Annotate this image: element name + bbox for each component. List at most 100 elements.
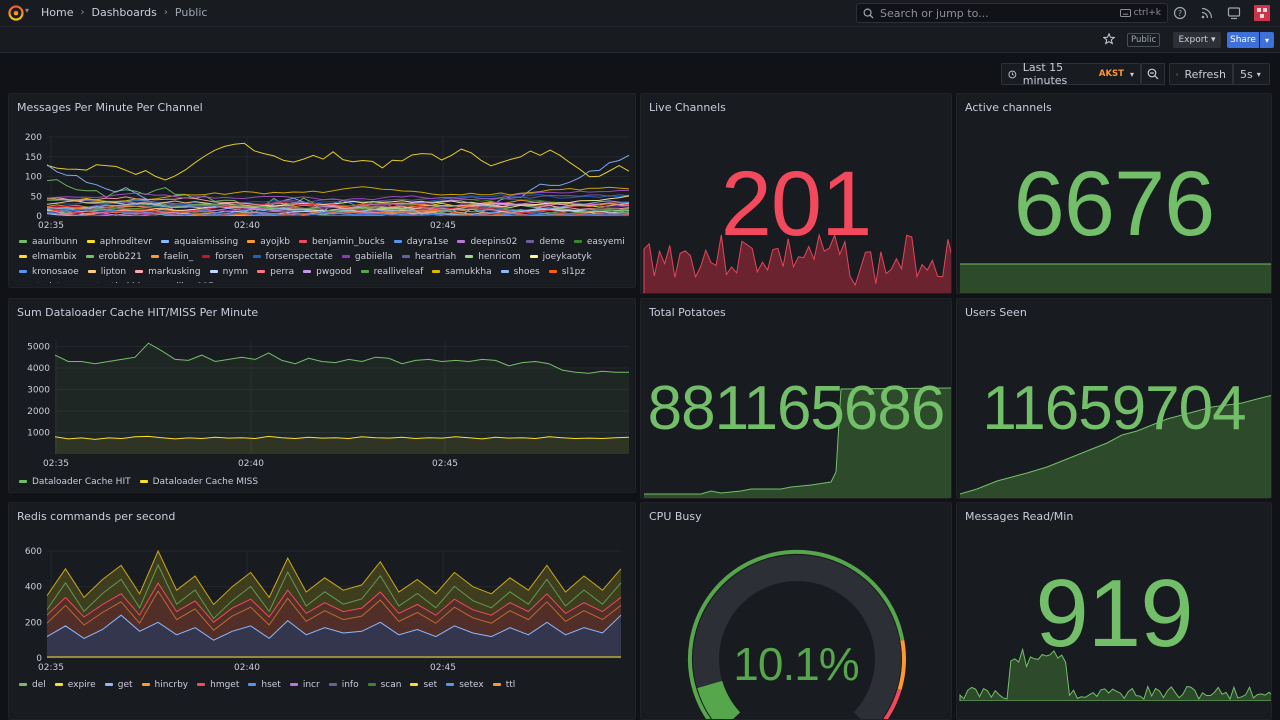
- legend-item[interactable]: henricom: [465, 250, 521, 263]
- refresh-button[interactable]: Refresh: [1169, 63, 1233, 85]
- time-range-picker[interactable]: Last 15 minutes AKST ▾: [1001, 61, 1141, 87]
- cpu-gauge: [687, 549, 906, 719]
- legend-item[interactable]: Dataloader Cache HIT: [19, 475, 131, 488]
- legend-item[interactable]: easyemi: [573, 235, 625, 248]
- dataloader-cache-chart[interactable]: 1000 2000 3000 4000 5000 02:35 02:40 02:45: [9, 327, 636, 477]
- legend-item[interactable]: forsenspectate: [252, 250, 333, 263]
- users-seen-sparkline: [959, 394, 1271, 498]
- legend-swatch: [465, 255, 474, 258]
- legend-item[interactable]: get: [104, 678, 133, 691]
- legend-swatch: [492, 683, 501, 686]
- star-icon[interactable]: [1103, 33, 1115, 45]
- zoom-out-button[interactable]: [1141, 63, 1165, 85]
- legend-swatch: [141, 683, 150, 686]
- legend-swatch: [328, 683, 337, 686]
- legend-item[interactable]: incr: [289, 678, 320, 691]
- legend-item[interactable]: kronosaoe: [19, 265, 79, 278]
- legend-item[interactable]: Dataloader Cache MISS: [139, 475, 258, 488]
- legend-item[interactable]: pwgood: [303, 265, 352, 278]
- legend-label: deepins02: [470, 236, 518, 247]
- panel-dataloader-cache[interactable]: Sum Dataloader Cache HIT/MISS Per Minute…: [8, 298, 636, 493]
- avatar-image: [1254, 5, 1270, 21]
- legend-item[interactable]: setex: [446, 678, 484, 691]
- legend-item[interactable]: deepins02: [457, 235, 517, 248]
- legend-swatch: [573, 240, 582, 243]
- legend-item[interactable]: deme: [526, 235, 565, 248]
- legend-item[interactable]: nymn: [209, 265, 248, 278]
- legend-item[interactable]: perra: [257, 265, 294, 278]
- messages-per-minute-chart[interactable]: 0 50 100 150 200 02:35 02:40 02:45: [9, 120, 636, 260]
- user-avatar[interactable]: [1254, 5, 1270, 21]
- panel-total-potatoes[interactable]: Total Potatoes 881165686: [640, 298, 952, 499]
- legend-item[interactable]: realliveleaf: [360, 265, 423, 278]
- legend-item[interactable]: del: [19, 678, 46, 691]
- legend-swatch: [446, 683, 455, 686]
- legend-swatch: [303, 270, 312, 273]
- legend-swatch: [87, 270, 96, 273]
- panel-redis-commands[interactable]: Redis commands per second 0 200 400 600 02:3…: [8, 502, 636, 720]
- legend-item[interactable]: studytme: [19, 280, 75, 284]
- export-button[interactable]: Export ▾: [1173, 32, 1221, 48]
- share-dropdown-button[interactable]: ▾: [1260, 32, 1274, 48]
- legend-item[interactable]: info: [328, 678, 359, 691]
- legend-item[interactable]: samukkha: [432, 265, 492, 278]
- refresh-interval-picker[interactable]: 5s ▾: [1233, 63, 1270, 85]
- chevron-down-icon[interactable]: ▾: [25, 6, 30, 15]
- legend-item[interactable]: elmambix: [19, 250, 77, 263]
- legend-item[interactable]: set: [410, 678, 437, 691]
- legend-item[interactable]: markusking: [135, 265, 201, 278]
- dock-menu-icon[interactable]: [1227, 6, 1241, 20]
- legend-item[interactable]: benjamin_bucks: [299, 235, 385, 248]
- panel-live-channels[interactable]: Live Channels 201: [640, 93, 952, 294]
- chevron-right-icon: ›: [163, 7, 168, 18]
- legend-swatch: [393, 240, 402, 243]
- y-tick-label: 100: [25, 173, 42, 183]
- series-line: [46, 549, 622, 606]
- legend-item[interactable]: heartriah: [401, 250, 456, 263]
- legend-item[interactable]: faelin_: [150, 250, 193, 263]
- legend-item[interactable]: gabiiella: [341, 250, 393, 263]
- legend-item[interactable]: hmget: [197, 678, 239, 691]
- panel-users-seen[interactable]: Users Seen 11659704: [956, 298, 1272, 499]
- legend-item[interactable]: dayra1se: [393, 235, 448, 248]
- legend-item[interactable]: toptierkid: [84, 280, 140, 284]
- legend-swatch: [257, 270, 266, 273]
- news-feed-icon[interactable]: [1200, 6, 1214, 20]
- panel-messages-read[interactable]: Messages Read/Min 919: [956, 502, 1272, 720]
- legend-item[interactable]: aauribunn: [19, 235, 78, 248]
- top-icons: ?: [1173, 5, 1270, 21]
- help-icon[interactable]: ?: [1173, 6, 1187, 20]
- legend-swatch: [341, 255, 350, 258]
- legend-item[interactable]: erobb221: [85, 250, 142, 263]
- panel-active-channels[interactable]: Active channels 6676: [956, 93, 1272, 294]
- legend-item[interactable]: aphroditevr: [86, 235, 152, 248]
- legend-swatch: [252, 255, 261, 258]
- legend-item[interactable]: hincrby: [141, 678, 188, 691]
- chart-legend: Dataloader Cache HIT Dataloader Cache MIS…: [19, 475, 629, 488]
- legend-item[interactable]: aquaismissing: [161, 235, 238, 248]
- panel-messages-per-minute[interactable]: Messages Per Minute Per Channel 0 50 100 15…: [8, 93, 636, 288]
- legend-item[interactable]: ayojkb: [247, 235, 290, 248]
- legend-item[interactable]: hset: [248, 678, 281, 691]
- redis-commands-chart[interactable]: 0 200 400 600 02:35 02:40 02:45: [9, 533, 636, 703]
- grafana-logo-icon[interactable]: [8, 5, 24, 21]
- legend-item[interactable]: expire: [54, 678, 96, 691]
- legend-label: vadikus007: [162, 282, 214, 284]
- breadcrumb-dashboards[interactable]: Dashboards: [91, 6, 157, 19]
- legend-item[interactable]: joeykaotyk: [529, 250, 592, 263]
- legend-item[interactable]: lipton: [87, 265, 126, 278]
- legend-item[interactable]: shoes: [500, 265, 540, 278]
- legend-item[interactable]: vadikus007: [149, 280, 214, 284]
- share-button[interactable]: Share: [1227, 32, 1259, 48]
- series-line: [46, 190, 629, 201]
- legend-item[interactable]: scan: [367, 678, 401, 691]
- legend-item[interactable]: ttl: [492, 678, 515, 691]
- legend-label: Dataloader Cache HIT: [32, 476, 131, 487]
- panel-cpu-busy[interactable]: CPU Busy 10.1%: [640, 502, 952, 720]
- chart-legend: aauribunn aphroditevr aquaismissing ayojkb b…: [19, 235, 629, 283]
- search-input[interactable]: Search or jump to... ctrl+k: [856, 3, 1168, 23]
- legend-label: pwgood: [316, 266, 352, 277]
- breadcrumb-home[interactable]: Home: [41, 6, 74, 19]
- legend-item[interactable]: sl1pz: [548, 265, 585, 278]
- legend-item[interactable]: forsen: [202, 250, 244, 263]
